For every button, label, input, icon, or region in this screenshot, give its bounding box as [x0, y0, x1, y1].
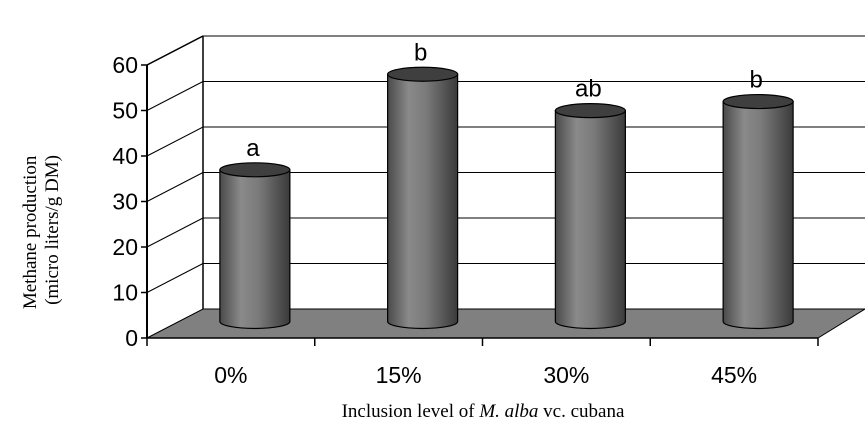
bar: [387, 66, 459, 330]
axes: [141, 35, 819, 346]
x-tick-label: 0%: [214, 362, 247, 388]
y-tick-label: 50: [112, 98, 138, 124]
gridline-side: [146, 81, 204, 111]
top-side-edge: [146, 35, 204, 66]
bar-body: [387, 73, 459, 330]
bar: [722, 93, 794, 330]
x-tick-label: 45%: [711, 362, 757, 388]
bar: [219, 162, 291, 330]
bar-body: [219, 169, 291, 330]
y-axis-title-line-2: (micro liters/g DM): [42, 155, 63, 305]
bar-body: [554, 110, 626, 330]
data-label: b: [749, 67, 762, 94]
y-tick-labels: 0 10 20 30 40 50 60: [112, 52, 138, 351]
bar-top: [722, 93, 794, 110]
gridline-side: [146, 263, 204, 293]
y-axis-title: Methane production (micro liters/g DM): [20, 151, 63, 309]
y-tick-label: 0: [125, 325, 138, 351]
x-tick-labels: 0% 15% 30% 45%: [214, 362, 757, 388]
data-label: ab: [575, 76, 602, 103]
data-label: b: [414, 39, 427, 66]
bar-top: [387, 66, 459, 82]
data-label: a: [246, 135, 260, 162]
y-tick-label: 10: [112, 280, 138, 306]
y-axis-title-line-1: Methane production: [20, 155, 41, 309]
bar-body: [722, 100, 794, 330]
bar-top: [219, 162, 291, 178]
gridline-side: [146, 217, 204, 248]
x-axis-title: Inclusion level of M. alba vc. cubana: [342, 401, 625, 422]
y-tick-label: 60: [112, 52, 138, 78]
gridline-side: [146, 172, 204, 202]
bar-top: [554, 103, 626, 119]
y-tick-label: 20: [112, 234, 138, 260]
y-tick-label: 40: [112, 143, 138, 169]
x-axis-title-species: M. alba: [478, 401, 538, 422]
x-tick-label: 30%: [543, 362, 589, 388]
bars: [219, 66, 794, 330]
y-tick-label: 30: [112, 189, 138, 215]
gridline-side: [146, 126, 204, 157]
bar: [554, 103, 626, 330]
x-tick-label: 15%: [376, 362, 422, 388]
x-axis-title-prefix: Inclusion level of: [342, 401, 480, 422]
x-axis-title-suffix: vc. cubana: [538, 401, 625, 422]
